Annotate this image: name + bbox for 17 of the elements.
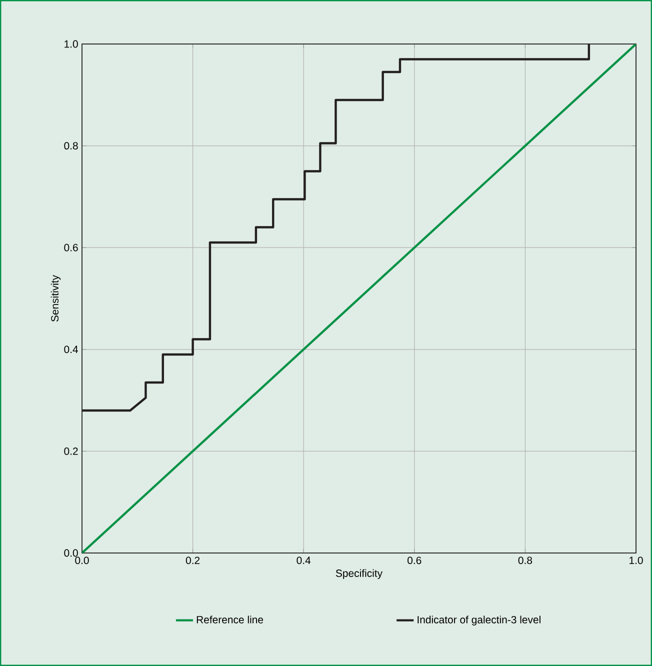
legend-label: Reference line — [196, 616, 264, 624]
y-tick-label: 1.0 — [64, 40, 78, 48]
y-tick-label: 0.6 — [64, 244, 78, 252]
x-tick-label: 1.0 — [630, 556, 643, 564]
y-axis-title: Sensitivity — [50, 274, 61, 322]
x-tick-label: 0.6 — [408, 556, 422, 564]
line-series — [82, 44, 590, 412]
y-tick-label: 0.4 — [64, 346, 78, 354]
x-tick-label: 0.2 — [186, 556, 200, 564]
y-tick-label: 0.2 — [64, 448, 78, 455]
x-tick-label: 0.4 — [296, 556, 311, 564]
x-tick-label: 0.8 — [518, 556, 532, 564]
y-tick-label: 0.8 — [64, 142, 78, 150]
x-axis-title: Specificity — [336, 569, 383, 580]
x-tick-label: 0.0 — [75, 556, 89, 564]
y-tick-label: 0.0 — [64, 549, 78, 557]
legend-label: Indicator of galectin-3 level — [418, 616, 540, 626]
